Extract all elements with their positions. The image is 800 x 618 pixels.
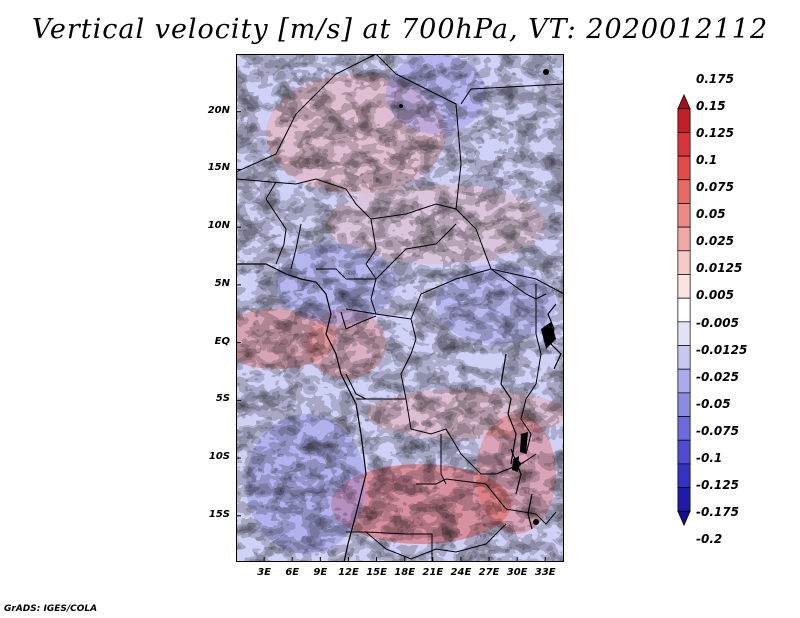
colorbar-bin xyxy=(677,416,691,441)
colorbar-bin xyxy=(677,226,691,252)
colorbar-label: -0.025 xyxy=(696,369,739,384)
lon-label: 12E xyxy=(338,567,359,578)
colorbar-label: 0.05 xyxy=(696,207,726,222)
lat-label: 5S xyxy=(215,393,230,405)
country-borders xyxy=(236,54,564,562)
colorbar-label: 0.175 xyxy=(696,72,734,86)
colorbar-label: 0.125 xyxy=(696,126,734,141)
colorbar-label: -0.0125 xyxy=(696,342,748,357)
colorbar-bin xyxy=(677,132,691,157)
colorbar-bin xyxy=(677,487,691,512)
lat-label: 10S xyxy=(208,451,230,463)
colorbar-bin xyxy=(677,392,691,417)
lon-label: 33E xyxy=(534,567,556,578)
colorbar-bin xyxy=(677,93,691,110)
map-frame xyxy=(236,54,564,562)
credit-text: GrADS: IGES/COLA xyxy=(4,604,98,614)
colorbar-label: -0.05 xyxy=(696,396,731,411)
colorbar-bin xyxy=(677,297,691,323)
colorbar-bin xyxy=(677,108,691,133)
colorbar-label: 0.025 xyxy=(696,234,734,249)
colorbar-label: 0.005 xyxy=(696,288,734,303)
coastline xyxy=(236,263,562,562)
lat-label: 20N xyxy=(207,104,230,116)
velocity-field xyxy=(236,54,564,562)
colorbar-bin xyxy=(677,368,691,394)
colorbar-label: 0.0125 xyxy=(696,261,743,276)
colorbar-bin xyxy=(677,250,691,275)
colorbar-label: -0.075 xyxy=(696,423,739,438)
lat-label: EQ xyxy=(214,335,230,347)
colorbar xyxy=(677,93,691,527)
colorbar-label: -0.175 xyxy=(696,504,739,519)
colorbar-bin xyxy=(677,203,691,228)
colorbar-bin xyxy=(677,463,691,488)
colorbar-label: 0.075 xyxy=(696,180,734,195)
lon-label: 9E xyxy=(313,567,328,578)
lon-label: 30E xyxy=(506,567,528,578)
colorbar-bin xyxy=(677,155,691,181)
colorbar-bin xyxy=(677,439,691,465)
lon-label: 18E xyxy=(394,567,416,578)
colorbar-label: 0.15 xyxy=(696,99,726,114)
colorbar-label: 0.1 xyxy=(696,153,718,168)
chart-title: Vertical velocity [m/s] at 700hPa, VT: 2… xyxy=(31,14,769,45)
colorbar-bin xyxy=(677,510,691,527)
lat-label: 10N xyxy=(207,220,230,232)
lon-label: 6E xyxy=(285,567,300,578)
lon-label: 3E xyxy=(257,567,271,578)
colorbar-bin xyxy=(677,345,691,370)
lon-label: 27E xyxy=(478,567,500,578)
colorbar-label: -0.125 xyxy=(696,477,739,492)
colorbar-label: -0.005 xyxy=(696,315,739,330)
lon-label: 15E xyxy=(366,567,387,578)
colorbar-bin xyxy=(677,321,691,346)
lakes xyxy=(399,69,556,525)
lat-label: 15N xyxy=(207,162,230,174)
lon-label: 21E xyxy=(422,567,444,578)
colorbar-label: -0.2 xyxy=(696,532,723,546)
colorbar-bin xyxy=(677,179,691,204)
colorbar-label: -0.1 xyxy=(696,450,723,465)
lon-label: 24E xyxy=(450,567,472,578)
lat-label: 15S xyxy=(208,508,230,520)
colorbar-bin xyxy=(677,274,691,299)
vertical-velocity-map xyxy=(236,54,564,562)
lat-label: 5N xyxy=(214,277,230,289)
